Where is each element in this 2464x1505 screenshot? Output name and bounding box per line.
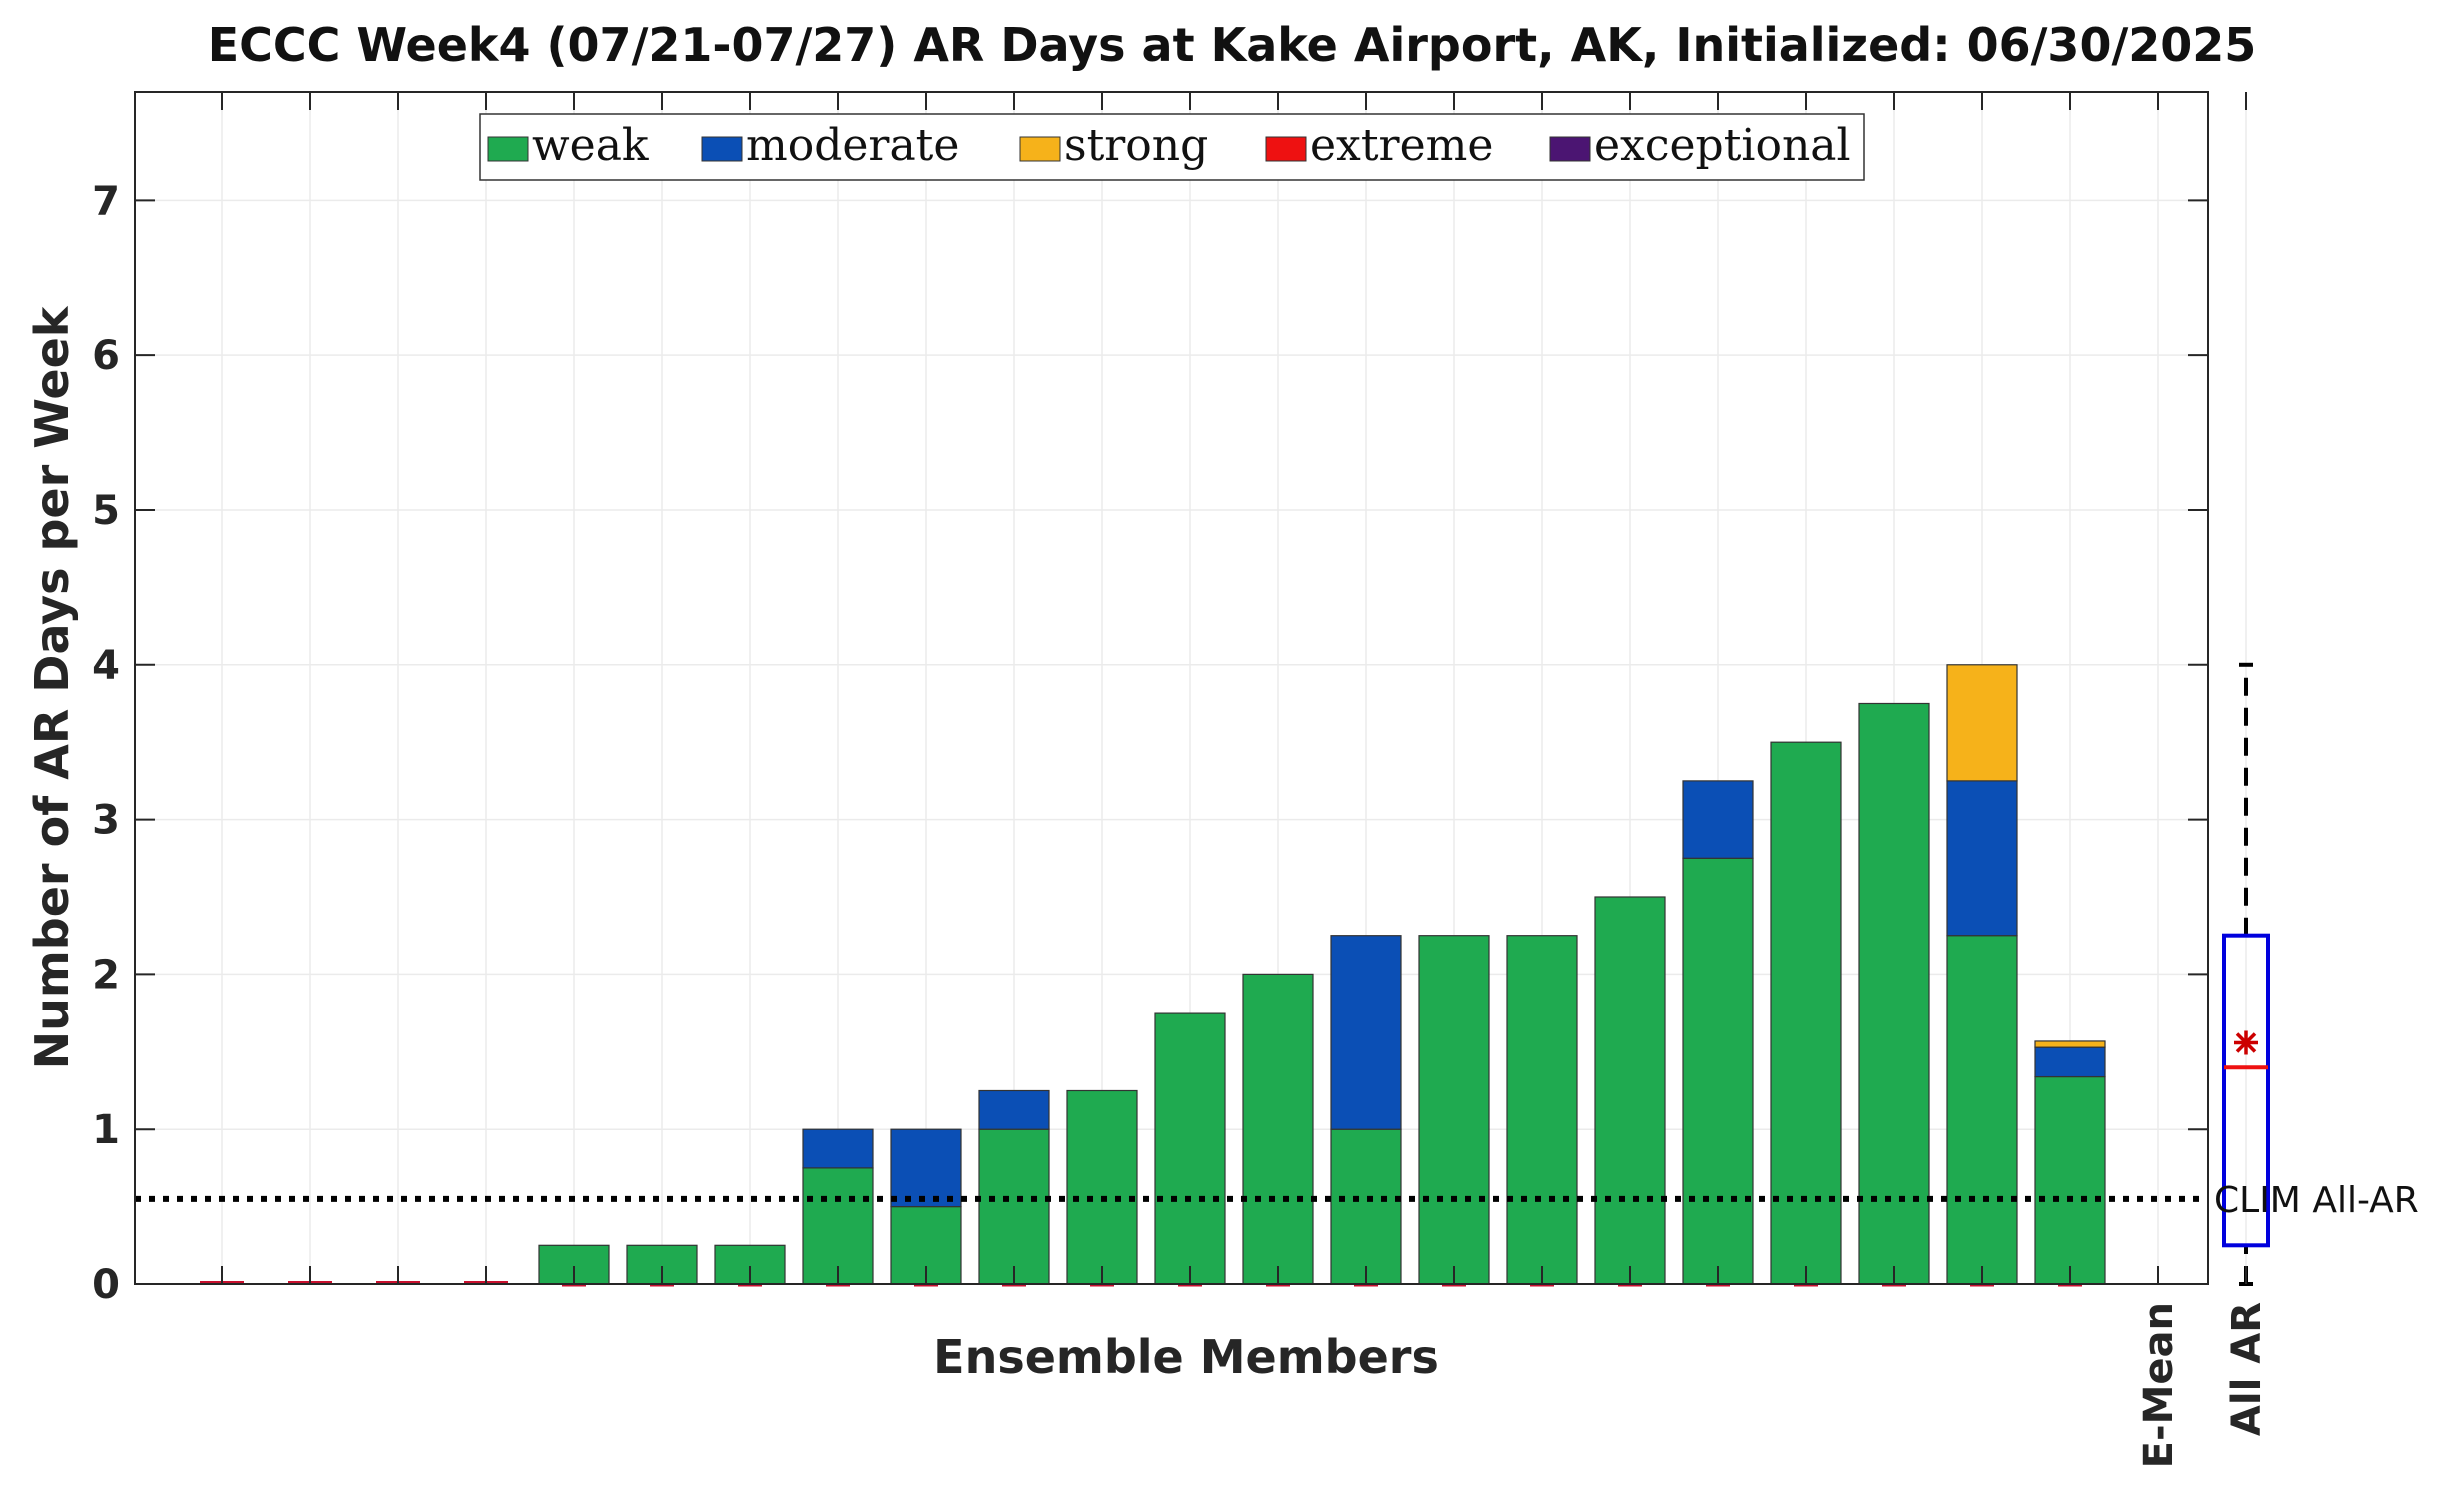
bar-segment-weak (1418, 935, 1490, 1285)
x-tick-label-emean: E-Mean (2136, 1302, 2182, 1468)
legend-label-strong: strong (1064, 120, 1208, 171)
mean-marker-stroke (2235, 1032, 2257, 1053)
bar-segment-strong (2034, 1040, 2106, 1048)
bar-segment-weak (1506, 935, 1578, 1285)
y-tick-label: 3 (92, 798, 120, 844)
climatology-label: CLIM All-AR (2214, 1180, 2419, 1221)
bar-segment-weak (1858, 702, 1930, 1285)
all-ar-boxplot (2222, 662, 2270, 1286)
bar-segment-weak (978, 1128, 1050, 1285)
bars-group (200, 664, 2106, 1287)
bar-segment-moderate (890, 1128, 962, 1208)
bar-segment-moderate (802, 1128, 874, 1169)
bar-segment-moderate (978, 1089, 1050, 1130)
bar-segment-weak (1242, 973, 1314, 1285)
legend-swatch-extreme (1265, 136, 1307, 162)
y-tick-label: 4 (92, 643, 120, 689)
y-tick-label: 0 (92, 1262, 120, 1308)
bar-segment-moderate (1330, 935, 1402, 1130)
bar-segment-weak (1066, 1089, 1138, 1285)
bar-segment-strong (1946, 664, 2018, 782)
bar-segment-moderate (1946, 780, 2018, 937)
y-tick-label: 6 (92, 333, 120, 379)
legend-swatch-weak (487, 136, 529, 162)
x-axis-label: Ensemble Members (933, 1330, 1439, 1384)
legend-label-exceptional: exceptional (1594, 120, 1851, 171)
legend-swatch-strong (1019, 136, 1061, 162)
bar-segment-weak (1770, 741, 1842, 1285)
iqr-box (2222, 933, 2270, 1248)
bar-segment-weak (1682, 857, 1754, 1285)
bar-segment-weak (1154, 1012, 1226, 1285)
bar-segment-weak (2034, 1075, 2106, 1285)
legend-label-moderate: moderate (746, 120, 959, 171)
axis-ticks: 0 1 2 3 4 5 6 7 E-Mean All AR (92, 92, 2270, 1468)
bar-segment-weak (1946, 935, 2018, 1285)
y-tick-label: 2 (92, 952, 120, 998)
y-axis-label: Number of AR Days per Week (25, 305, 79, 1069)
legend-label-weak: weak (532, 120, 649, 171)
chart-title: ECCC Week4 (07/21-07/27) AR Days at Kake… (207, 18, 2257, 72)
x-tick-label-all-ar: All AR (2224, 1302, 2270, 1436)
bar-segment-weak (1594, 896, 1666, 1285)
legend: weak moderate strong extreme exceptional (479, 113, 1865, 181)
bar-segment-weak (802, 1167, 874, 1285)
legend-label-extreme: extreme (1310, 120, 1493, 171)
y-tick-label: 7 (92, 178, 120, 224)
bar-segment-weak (1330, 1128, 1402, 1285)
y-tick-label: 1 (92, 1107, 120, 1153)
y-tick-label: 5 (92, 488, 120, 534)
legend-swatch-exceptional (1549, 136, 1591, 162)
bar-segment-moderate (2034, 1046, 2106, 1078)
bar-segment-moderate (1682, 780, 1754, 859)
axes-frame (134, 91, 2209, 1285)
legend-swatch-moderate (701, 136, 743, 162)
axis-labels: Ensemble Members Number of AR Days per W… (25, 305, 1439, 1384)
climatology-line-group: CLIM All-AR (135, 1180, 2419, 1221)
